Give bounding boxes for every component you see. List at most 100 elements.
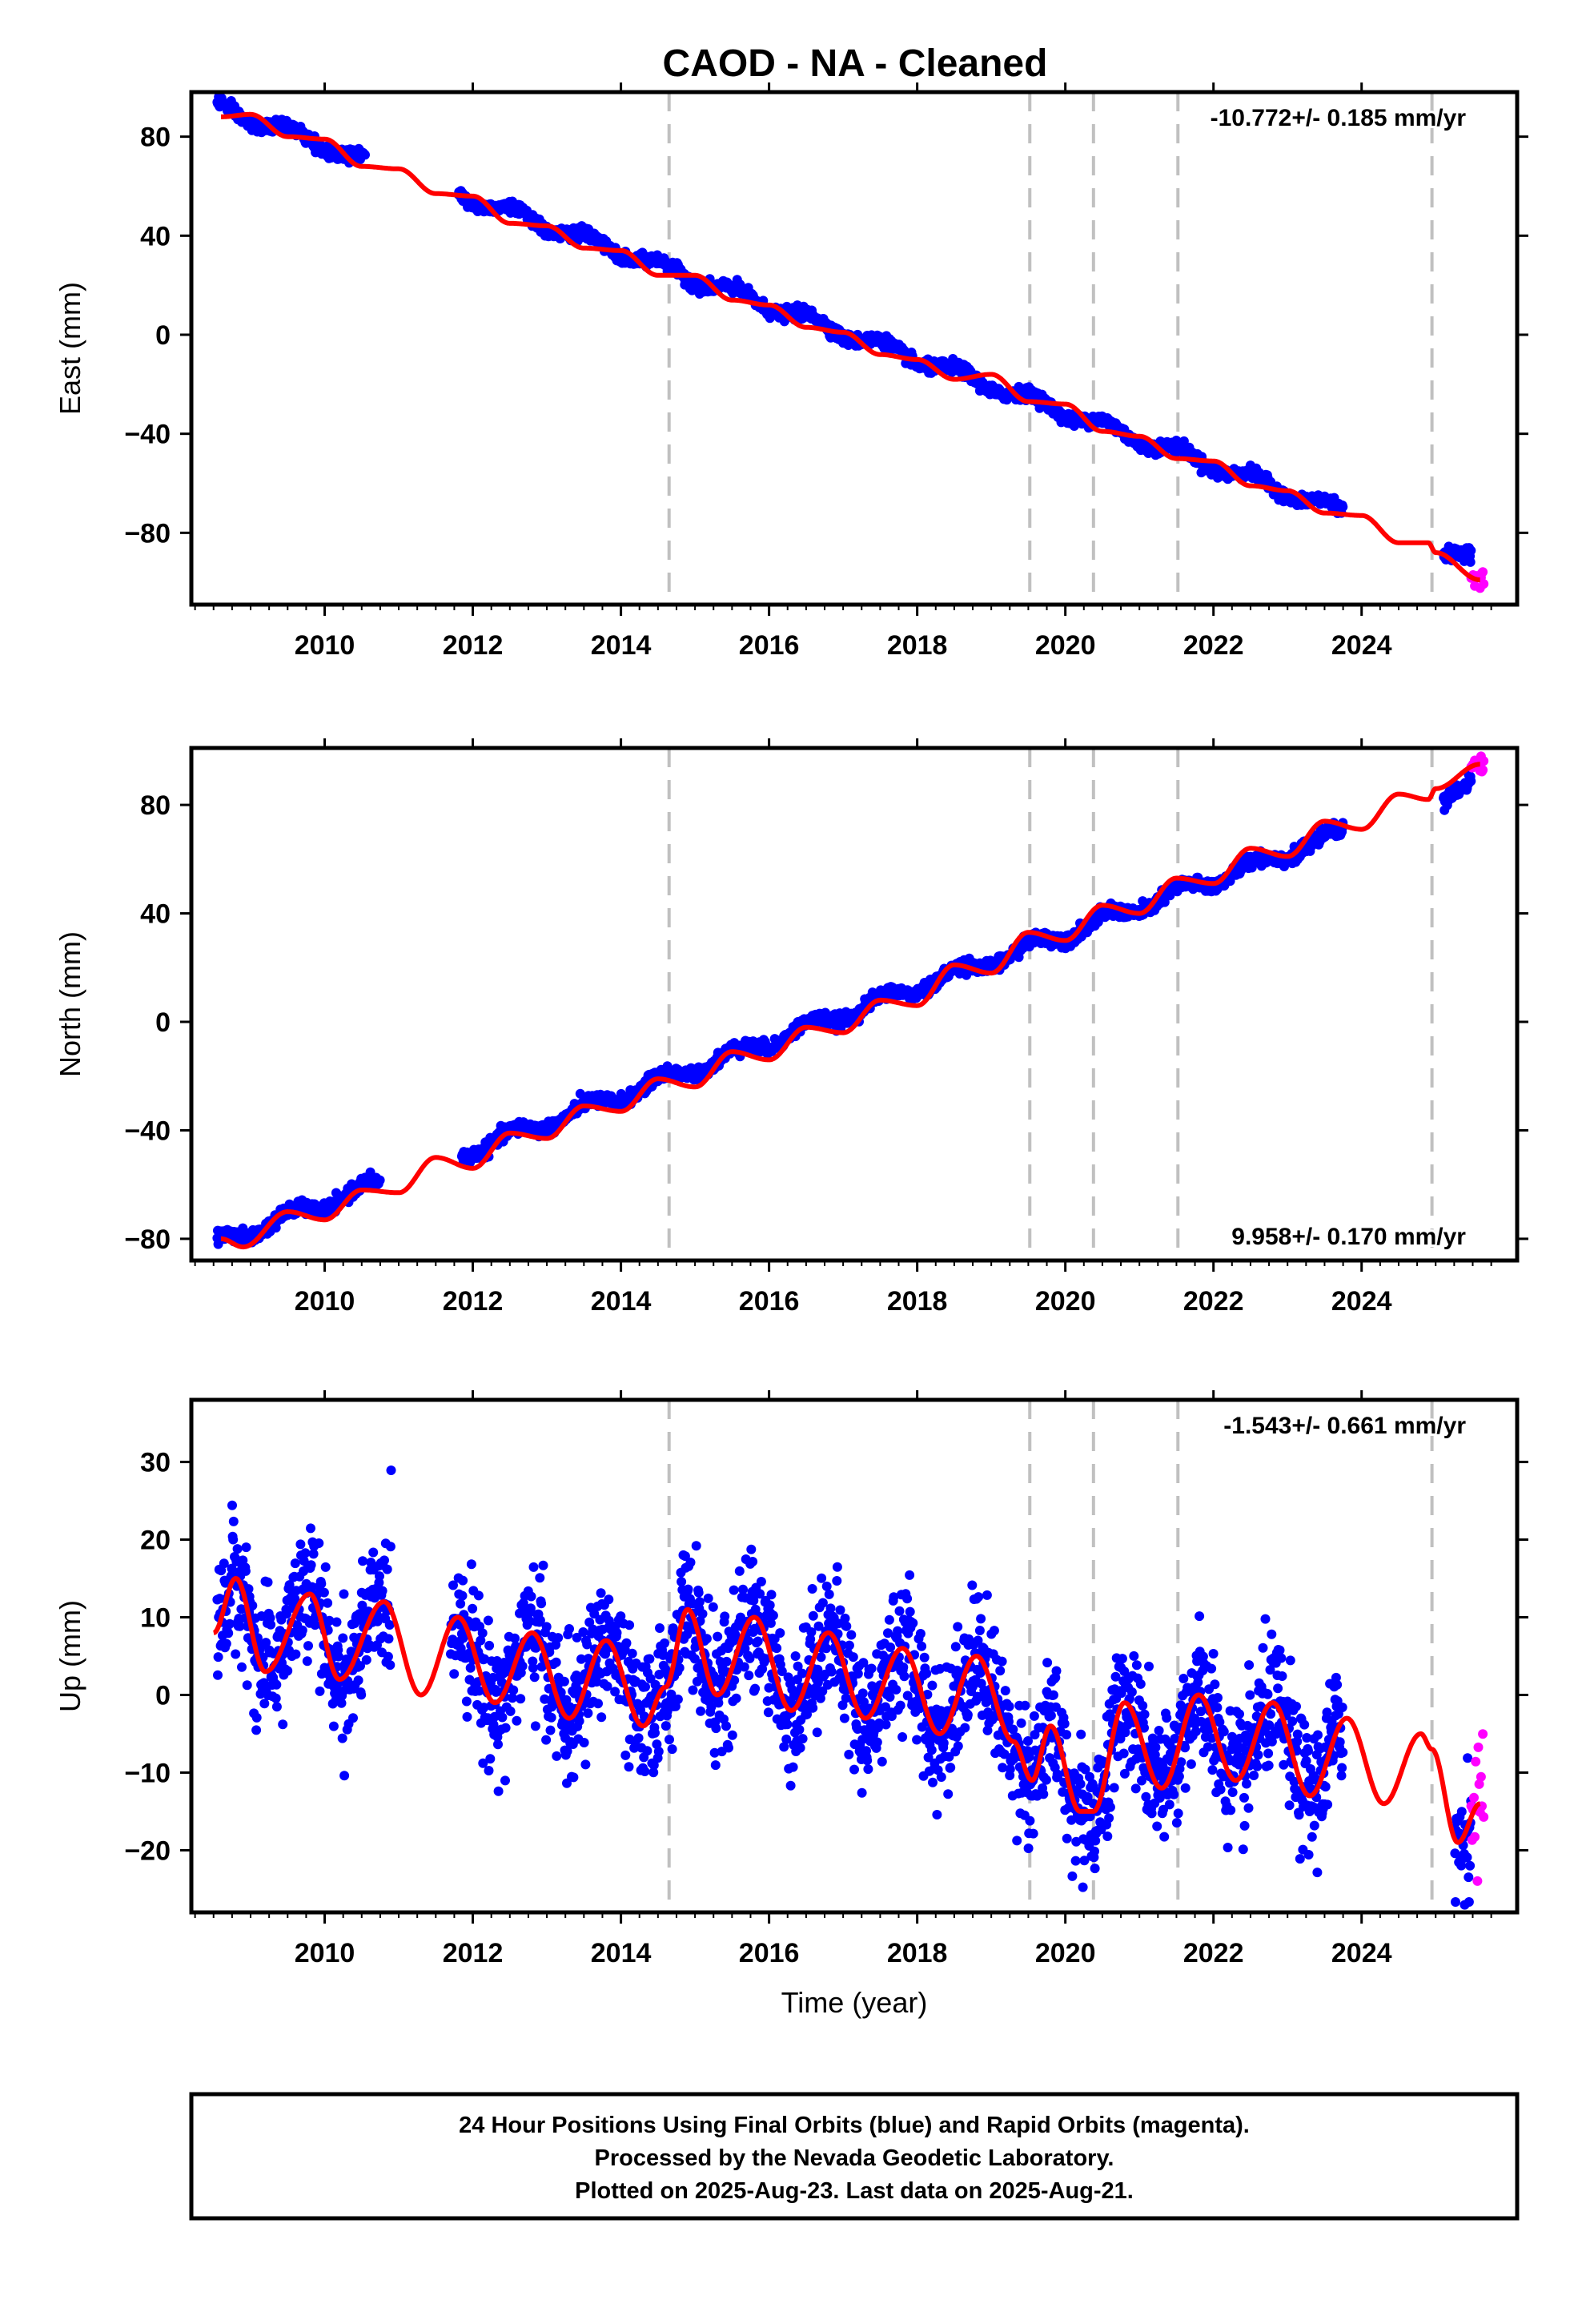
data-point (1338, 502, 1348, 512)
y-tick-label: −80 (124, 518, 171, 549)
model-curve (219, 762, 1482, 1250)
y-tick-label: 80 (140, 790, 171, 821)
data-point (339, 1589, 349, 1599)
data-point (302, 1656, 312, 1667)
rapid-point (1478, 567, 1488, 577)
y-tick-label: 0 (155, 320, 171, 351)
data-point (1178, 436, 1189, 446)
data-point (213, 1652, 223, 1663)
model-curve (219, 111, 1482, 583)
data-point (242, 1680, 252, 1691)
data-point (251, 1712, 262, 1723)
data-point (316, 1578, 327, 1589)
data-point (314, 1538, 324, 1548)
plot-area (211, 1400, 1489, 1912)
data-point (353, 1675, 363, 1686)
data-point (263, 1577, 273, 1587)
x-tick-label: 2024 (1331, 1286, 1392, 1317)
data-point (337, 1733, 347, 1743)
data-point (303, 1641, 313, 1651)
final-orbit-points (212, 92, 1476, 567)
data-point (319, 1587, 329, 1598)
axes-frame (189, 90, 1520, 607)
data-point (306, 1523, 315, 1534)
velocity-estimate: -10.772+/- 0.185 mm/yr (1211, 105, 1467, 131)
x-tick-label: 2016 (739, 1286, 800, 1317)
data-point (1466, 545, 1476, 556)
up-panel: 2010 2012 2014 2016 2018 2020 2022 20243020100−… (54, 1390, 1528, 2019)
east-panel: 2010 2012 2014 2016 2018 2020 2022 2024 80 40 0 −40… (54, 82, 1528, 661)
x-tick-label: 2020 (1035, 1286, 1096, 1317)
data-point (1465, 557, 1476, 567)
data-point (300, 1548, 311, 1558)
data-point (228, 1534, 239, 1545)
y-axis-label: North (mm) (54, 931, 86, 1077)
x-tick-label: 2014 (591, 630, 652, 661)
data-point (323, 1598, 333, 1608)
data-point (225, 1618, 235, 1629)
data-point (237, 1662, 247, 1672)
x-tick-label: 2018 (887, 630, 948, 661)
y-axis-label: East (mm) (54, 282, 86, 415)
data-point (291, 1649, 301, 1659)
velocity-estimate: 9.958+/- 0.170 mm/yr (1231, 1224, 1466, 1250)
y-tick-label: 80 (140, 123, 171, 153)
x-tick-label: 2022 (1183, 1286, 1244, 1317)
x-tick-label: 2010 (295, 1286, 355, 1317)
plot-area (212, 748, 1489, 1261)
data-point (348, 1713, 358, 1723)
figure-title: CAOD - NA - Cleaned (663, 42, 1048, 85)
data-point (1466, 776, 1476, 786)
data-point (241, 1542, 251, 1553)
data-point (223, 1628, 234, 1638)
data-point (259, 1699, 270, 1709)
y-tick-label: −80 (124, 1224, 171, 1255)
data-point (375, 1175, 385, 1185)
rapid-point (1479, 756, 1489, 766)
data-point (251, 1725, 262, 1735)
plot-area (212, 92, 1489, 605)
x-tick-label: 2010 (295, 630, 355, 661)
x-tick-label: 2012 (443, 1286, 504, 1317)
data-point (297, 1625, 307, 1635)
data-point (232, 1544, 243, 1554)
x-tick-label: 2022 (1183, 630, 1244, 661)
data-point (221, 1638, 231, 1649)
data-point (213, 1670, 223, 1680)
data-point (339, 1771, 350, 1781)
data-point (271, 1702, 282, 1712)
final-orbit-points (212, 1466, 1476, 1910)
final-orbit-points (212, 770, 1476, 1249)
x-tick-label: 2020 (1035, 630, 1096, 661)
data-point (231, 1649, 241, 1659)
x-tick-label: 2012 (443, 630, 504, 661)
y-tick-label: 0 (155, 1007, 171, 1038)
data-point (271, 1693, 281, 1703)
x-tick-label: 2014 (591, 1286, 652, 1317)
data-point (328, 1721, 339, 1731)
data-point (227, 1500, 237, 1510)
x-tick-label: 2018 (887, 1286, 948, 1317)
data-point (320, 1562, 331, 1572)
data-point (278, 1719, 288, 1730)
data-point (240, 1566, 251, 1576)
data-point (266, 1619, 276, 1630)
data-point (331, 1617, 342, 1627)
x-tick-label: 2016 (739, 630, 800, 661)
y-tick-label: 40 (140, 221, 171, 251)
data-point (306, 1560, 316, 1570)
data-point (228, 1516, 239, 1526)
data-point (315, 1686, 325, 1696)
north-panel: 2010 2012 2014 2016 2018 2020 2022 2024 80 40 0 −40… (54, 738, 1528, 1317)
y-tick-label: −40 (124, 1116, 171, 1146)
data-point (338, 1633, 348, 1643)
data-point (360, 150, 370, 160)
data-point (283, 1666, 293, 1676)
y-tick-label: −40 (124, 420, 171, 450)
data-point (295, 1539, 306, 1550)
y-tick-label: 40 (140, 899, 171, 930)
x-tick-label: 2024 (1331, 630, 1392, 661)
data-point (290, 1558, 300, 1569)
rapid-point (1479, 579, 1489, 589)
